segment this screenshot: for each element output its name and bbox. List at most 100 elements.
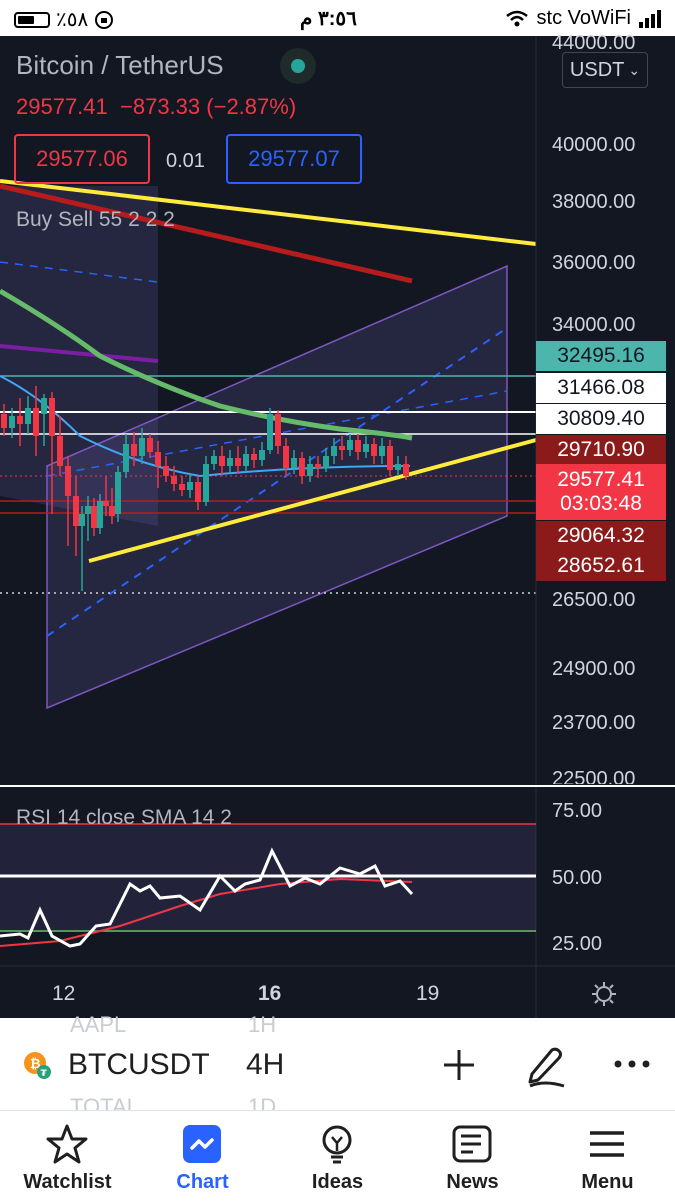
currency-select[interactable]: USDT ⌄ <box>562 52 648 88</box>
hamburger-menu-icon <box>590 1131 624 1157</box>
candle-body[interactable] <box>73 496 79 526</box>
chart-area[interactable]: Bitcoin / TetherUS 29577.41 −873.33 (−2.… <box>0 32 675 1018</box>
candle-body[interactable] <box>187 482 193 490</box>
drawing-tool-icon[interactable] <box>524 1044 568 1088</box>
candle-body[interactable] <box>109 506 115 516</box>
candle-body[interactable] <box>97 501 103 528</box>
candle-body[interactable] <box>203 464 209 502</box>
symbol-bar: AAPL 1H ₿ ₮ BTCUSDT 4H TOTAL 1D <box>0 1012 675 1110</box>
ghost-interval: 1D <box>248 1094 277 1110</box>
tab-menu[interactable]: Menu <box>540 1111 675 1201</box>
settings-icon[interactable] <box>590 980 618 1008</box>
tab-watchlist[interactable]: Watchlist <box>0 1111 135 1201</box>
candle-body[interactable] <box>57 436 63 466</box>
candle-body[interactable] <box>195 482 201 502</box>
candle-body[interactable] <box>315 464 321 468</box>
candle-body[interactable] <box>9 416 15 428</box>
candle-body[interactable] <box>79 514 85 526</box>
more-options-icon[interactable] <box>612 1052 652 1076</box>
market-open-indicator <box>280 48 316 84</box>
candle-body[interactable] <box>155 452 161 466</box>
candle-body[interactable] <box>131 444 137 456</box>
candle-body[interactable] <box>103 501 109 506</box>
tab-ideas[interactable]: Ideas <box>270 1111 405 1201</box>
candle-body[interactable] <box>267 414 273 450</box>
candle-body[interactable] <box>371 444 377 456</box>
candle-body[interactable] <box>211 456 217 464</box>
candle-body[interactable] <box>355 440 361 452</box>
price-axis-label: 22500.00 <box>552 768 636 784</box>
candle-body[interactable] <box>275 414 281 446</box>
tab-label: News <box>446 1171 499 1193</box>
price-axis-label: 24900.00 <box>552 658 636 680</box>
buy-button[interactable]: 29577.07 <box>226 134 362 184</box>
sell-button[interactable]: 29577.06 <box>14 134 150 184</box>
candle-body[interactable] <box>41 398 47 414</box>
rsi-legend[interactable]: RSI 14 close SMA 14 2 <box>16 806 232 829</box>
candle-body[interactable] <box>283 446 289 468</box>
candle-body[interactable] <box>147 438 153 452</box>
red-ma-line <box>0 183 413 284</box>
candle-body[interactable] <box>115 472 121 514</box>
indicator-legend[interactable]: Buy Sell 55 2 2 2 <box>16 208 175 231</box>
candle-body[interactable] <box>235 458 241 466</box>
green-ma-line <box>0 288 413 441</box>
time-axis-label: 16 <box>258 982 282 1005</box>
candle-body[interactable] <box>91 506 97 528</box>
candle-body[interactable] <box>307 464 313 476</box>
carrier-name: stc VoWiFi <box>536 7 631 29</box>
candle-body[interactable] <box>219 456 225 466</box>
purple-line <box>0 344 159 363</box>
chart-icon <box>183 1125 221 1163</box>
candle-body[interactable] <box>339 446 345 450</box>
candle-body[interactable] <box>179 484 185 490</box>
symbol-selector[interactable]: BTCUSDT <box>68 1048 210 1081</box>
candle-body[interactable] <box>163 466 169 476</box>
channel-left <box>0 186 158 526</box>
price-tag: 32495.16 <box>536 341 666 371</box>
candle-body[interactable] <box>227 458 233 466</box>
candle-body[interactable] <box>243 454 249 466</box>
rsi-sma-line <box>0 877 413 947</box>
candle-body[interactable] <box>323 456 329 468</box>
ghost-symbol: TOTAL <box>70 1094 139 1110</box>
candle-body[interactable] <box>123 444 129 472</box>
candle-body[interactable] <box>379 446 385 456</box>
candle-body[interactable] <box>171 476 177 484</box>
candle-body[interactable] <box>387 446 393 470</box>
tab-chart[interactable]: Chart <box>135 1111 270 1201</box>
candle-body[interactable] <box>33 408 39 436</box>
tab-news[interactable]: News <box>405 1111 540 1201</box>
symbol-title[interactable]: Bitcoin / TetherUS <box>16 50 224 80</box>
candlestick-series[interactable] <box>1 386 409 591</box>
tab-label: Chart <box>176 1171 229 1193</box>
candle-body[interactable] <box>299 458 305 476</box>
last-price: 29577.41 <box>16 94 108 119</box>
candle-body[interactable] <box>65 466 71 496</box>
candle-body[interactable] <box>259 450 265 460</box>
candle-body[interactable] <box>49 398 55 436</box>
candle-body[interactable] <box>331 446 337 456</box>
price-chart[interactable] <box>0 36 675 1018</box>
candle-body[interactable] <box>403 464 409 476</box>
candle-body[interactable] <box>139 438 145 456</box>
candle-body[interactable] <box>363 444 369 452</box>
interval-selector[interactable]: 4H <box>246 1048 285 1081</box>
candle-body[interactable] <box>347 440 353 450</box>
star-icon <box>46 1124 88 1164</box>
add-icon[interactable] <box>440 1046 478 1084</box>
candle-body[interactable] <box>291 458 297 468</box>
candle-body[interactable] <box>85 506 91 514</box>
candle-body[interactable] <box>25 408 31 424</box>
price-axis-label: 44000.00 <box>552 32 636 54</box>
wifi-icon <box>505 10 528 26</box>
bitcoin-icon: ₿ ₮ <box>24 1052 51 1079</box>
clock: ٣:٥٦ م <box>300 8 357 30</box>
channel-mid-line <box>46 327 508 637</box>
candle-body[interactable] <box>1 414 7 428</box>
candle-body[interactable] <box>251 454 257 460</box>
price-axis-label: 36000.00 <box>552 252 636 274</box>
candle-body[interactable] <box>395 464 401 470</box>
candle-body[interactable] <box>17 416 23 424</box>
battery-icon <box>14 11 50 28</box>
